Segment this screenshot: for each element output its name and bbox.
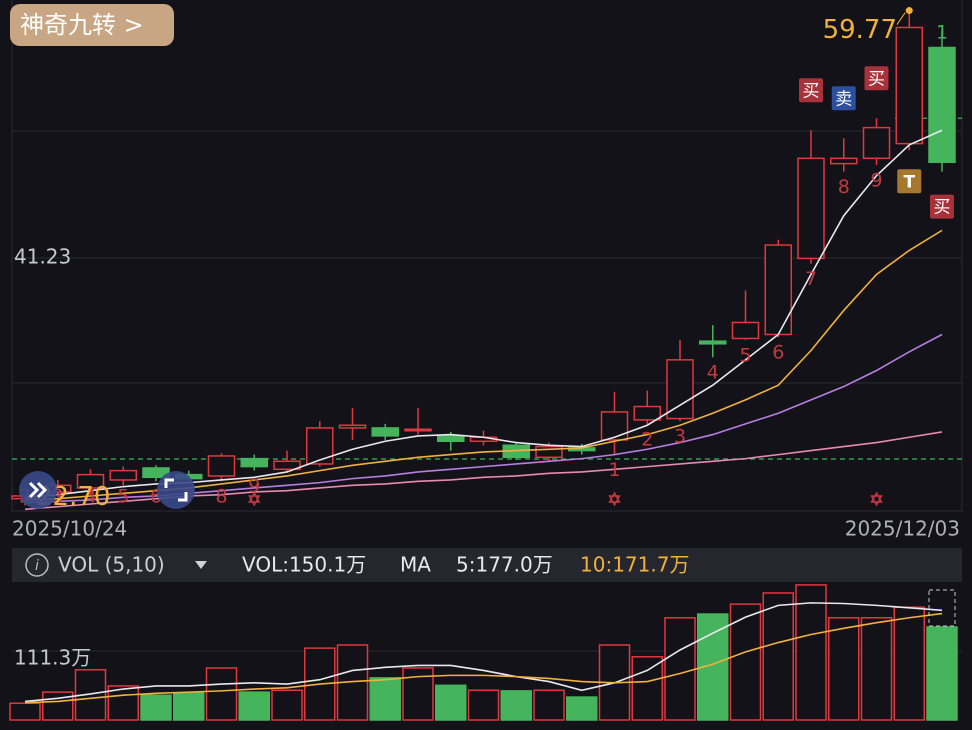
t-box [897, 169, 922, 194]
volume-bar [238, 691, 270, 721]
signal-box [864, 66, 889, 91]
x-tick-label: 2025/10/24 [12, 517, 127, 541]
volume-bar [369, 677, 401, 721]
volume-bar [9, 702, 41, 721]
candle-body [830, 157, 858, 165]
signal-label: 买 [868, 69, 885, 89]
volume-bar [729, 603, 762, 721]
candle-body [600, 411, 629, 441]
volume-bar [828, 617, 860, 721]
volume-header [12, 548, 962, 582]
info-glyph: i [35, 558, 39, 574]
volume-bar [205, 667, 238, 721]
turn-count: 2 [641, 428, 653, 450]
volume-bar [107, 685, 139, 721]
signal-label: 买 [803, 81, 820, 101]
y-tick-label: 111.3万 [14, 646, 91, 670]
candle-body [306, 427, 334, 465]
volume-bar [500, 690, 532, 721]
candle-body [535, 445, 563, 459]
x-tick-label: 2025/12/03 [845, 517, 960, 541]
turn-count: 9 [870, 169, 882, 191]
volume-bar [893, 606, 925, 721]
star-icon [608, 491, 621, 507]
signal-box [930, 194, 954, 219]
volume-ma-line [24, 612, 943, 704]
volume-ma-line [24, 602, 943, 703]
candle-body [76, 473, 105, 489]
candle-body [764, 244, 792, 336]
turn-count: 1 [608, 459, 620, 481]
selection-box [928, 589, 956, 627]
ma10-legend: 10:171.7万 [580, 553, 689, 577]
volume-bar [860, 617, 893, 721]
range-icon [164, 478, 188, 502]
vol-legend: VOL:150.1万 [242, 553, 366, 577]
turn-count: 9 [248, 475, 260, 497]
turn-count: 8 [838, 176, 850, 198]
candle-body [928, 46, 956, 164]
badge[interactable] [10, 4, 174, 46]
signal-label: 买 [934, 198, 951, 218]
candle-body [109, 469, 137, 481]
turn-count: 6 [772, 342, 784, 364]
candle-body [633, 405, 661, 421]
dropdown-arrow[interactable] [195, 561, 207, 569]
turn-count: 5 [739, 344, 751, 366]
volume-bar [74, 669, 107, 721]
candle-body [404, 428, 432, 432]
ma5-legend: 5:177.0万 [456, 553, 553, 577]
candle-body [797, 157, 825, 260]
volume-bar [664, 617, 696, 721]
candle-body [207, 455, 236, 477]
volume-title[interactable]: VOL (5,10) [58, 553, 165, 577]
volume-bar [271, 689, 303, 721]
star-icon [248, 491, 261, 507]
high-leader [896, 12, 906, 25]
volume-bar [762, 592, 794, 721]
candle-body [338, 424, 367, 429]
turn-count: 4 [84, 486, 96, 508]
signal-box [831, 86, 856, 111]
turn-count: 8 [215, 486, 227, 508]
turn-count-top: 1 [936, 22, 948, 44]
signal-label: 卖 [835, 89, 852, 109]
candle-body [371, 427, 399, 437]
candle-body [666, 359, 694, 420]
volume-bar [631, 656, 663, 721]
turn-count: 7 [805, 268, 817, 290]
volume-bar [467, 689, 500, 721]
expand-icon [28, 481, 48, 499]
volume-bar [140, 694, 172, 721]
high-label: 59.77 [823, 15, 897, 45]
star-icon [870, 491, 883, 507]
candle-body [731, 321, 760, 340]
badge-text[interactable]: 神奇九转 > [20, 11, 144, 39]
signal-box [799, 78, 823, 103]
candle-body [240, 457, 268, 468]
candle-body [437, 435, 465, 443]
volume-bar [435, 684, 467, 721]
y-tick-label: 41.23 [14, 245, 71, 269]
volume-bar [566, 696, 598, 721]
volume-bar [173, 691, 205, 721]
turn-count: 4 [707, 362, 719, 384]
candle-body [273, 460, 301, 471]
ma-legend: MA [400, 553, 431, 577]
turn-count: 5 [117, 486, 129, 508]
volume-bar [795, 584, 827, 721]
price-panel: 41.23234567891234567891买卖买买T59.7722.7020… [11, 7, 962, 541]
candle-body [699, 340, 727, 345]
high-marker [905, 7, 913, 15]
range-button[interactable] [157, 471, 195, 509]
info-icon[interactable] [25, 553, 49, 577]
volume-bar [533, 689, 565, 721]
candle-body [862, 126, 891, 160]
candle-body [895, 26, 923, 145]
turn-count: 3 [674, 426, 686, 448]
volume-panel: 111.3万 [9, 584, 962, 721]
volume-bar [926, 626, 958, 721]
t-label: T [903, 172, 915, 192]
